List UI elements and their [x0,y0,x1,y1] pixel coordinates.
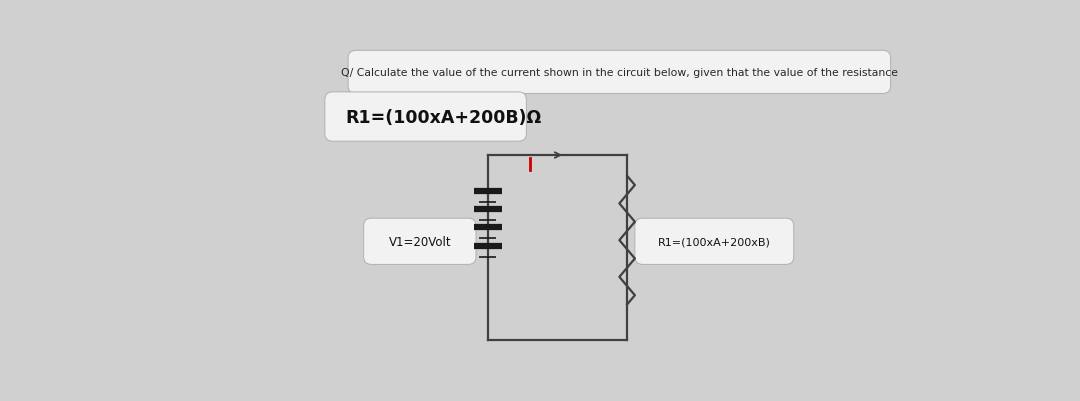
Text: V1=20Volt: V1=20Volt [389,235,451,248]
FancyBboxPatch shape [325,93,526,142]
Text: R1=(100xA+200xB): R1=(100xA+200xB) [658,237,771,247]
FancyBboxPatch shape [635,219,794,265]
FancyBboxPatch shape [364,219,476,265]
Text: R1=(100xA+200B)Ω: R1=(100xA+200B)Ω [346,108,542,126]
FancyBboxPatch shape [348,51,891,94]
Text: Q/ Calculate the value of the current shown in the circuit below, given that the: Q/ Calculate the value of the current sh… [341,68,897,78]
